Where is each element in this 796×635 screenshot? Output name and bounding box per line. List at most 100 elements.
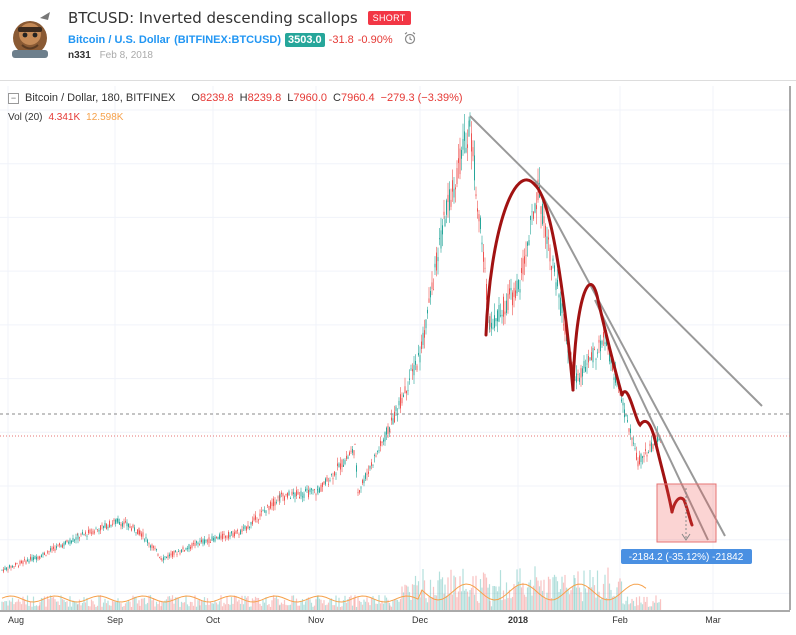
volume-bar [126,602,128,610]
candle-body [332,478,334,480]
volume-bar [454,577,457,610]
author-name[interactable]: n331 [68,50,91,61]
volume-bar [102,602,105,610]
candle-body [554,265,555,272]
volume-bar [546,592,548,610]
volume-bar [192,605,195,610]
time-axis-tick-label: Nov [308,615,325,625]
volume-bar [443,593,445,610]
volume-bar [373,599,376,610]
volume-bar [179,606,181,610]
volume-bar [333,605,336,610]
candle-body [222,533,223,540]
candle-body [424,330,425,338]
volume-bar [146,602,149,610]
volume-bar [35,605,38,610]
candle-body [406,390,407,394]
candle-body [317,489,318,491]
candle-body [551,265,552,271]
volume-bar [218,601,221,610]
volume-bar [143,597,146,610]
candle-body [9,565,10,568]
candle-body [443,211,445,216]
symbol-code-link[interactable]: (BITFINEX:BTCUSD) [174,33,282,46]
volume-bar [223,602,225,610]
volume-bar [565,587,568,610]
candle-body [276,502,277,504]
volume-bar [186,604,189,610]
candle-body [53,546,54,549]
volume-bar [508,589,511,610]
volume-bar [490,606,493,610]
candle-body [150,545,151,548]
candle-body [483,251,484,262]
volume-bar [130,606,133,610]
volume-bar [395,599,397,610]
candle-body [244,525,246,529]
volume-bar [13,604,15,610]
candle-body [582,368,583,377]
candle-body [309,488,311,493]
volume-bar [354,595,356,610]
candle-body [597,352,598,354]
volume-bar [626,596,629,610]
volume-bar [577,571,579,610]
volume-bar [17,599,20,610]
volume-bar [339,606,342,610]
volume-bar [244,595,246,610]
collapse-toggle[interactable]: − [8,92,19,104]
author-avatar[interactable] [4,8,56,60]
volume-bar [89,606,91,610]
candle-body [350,450,352,452]
volume-bar [5,601,8,610]
candle-body [503,296,504,317]
volume-bar [66,601,68,610]
volume-bar [140,598,143,610]
candle-body [425,319,427,329]
candle-body [62,544,63,548]
volume-bar [520,587,523,610]
candle-body [107,526,109,529]
price-change-percent: -0.90% [357,33,393,46]
candle-body [82,532,83,534]
volume-bar [463,590,466,610]
volume-bar [263,602,266,610]
volume-bar [98,595,100,610]
candle-body [315,494,317,496]
volume-bar [4,601,6,610]
volume-bar [549,579,551,610]
volume-bar [292,595,295,610]
volume-bar [189,601,192,610]
candle-body [527,242,528,246]
volume-bar [511,596,514,610]
candle-body [159,557,160,559]
candle-body [646,455,648,457]
volume-bar [321,603,324,610]
volume-bar [460,591,463,610]
alarm-clock-icon[interactable] [403,31,417,48]
volume-bar [76,604,79,610]
symbol-link[interactable]: Bitcoin / U.S. Dollar [68,33,171,46]
volume-bar [528,582,530,610]
volume-bar [611,596,614,610]
candle-body [586,363,588,365]
volume-bar [1,601,3,610]
candle-body [486,283,487,300]
candle-body [549,247,551,262]
volume-bar [567,588,569,610]
volume-bar [562,582,565,610]
volume-bar [135,596,137,610]
volume-bar [502,590,505,610]
candle-body [543,216,545,224]
candle-body [31,557,33,561]
volume-bar [54,599,56,610]
volume-bar [280,602,283,610]
volume-bar [628,604,630,610]
volume-bar [401,586,403,610]
candle-body [190,546,191,549]
candle-body [524,256,525,264]
candle-body [507,293,509,311]
volume-bar [363,599,365,610]
price-chart[interactable]: -2184.2 (-35.12%) -21842 Aug Sep Oct Nov Dec… [0,86,796,626]
volume-bar [643,596,645,610]
